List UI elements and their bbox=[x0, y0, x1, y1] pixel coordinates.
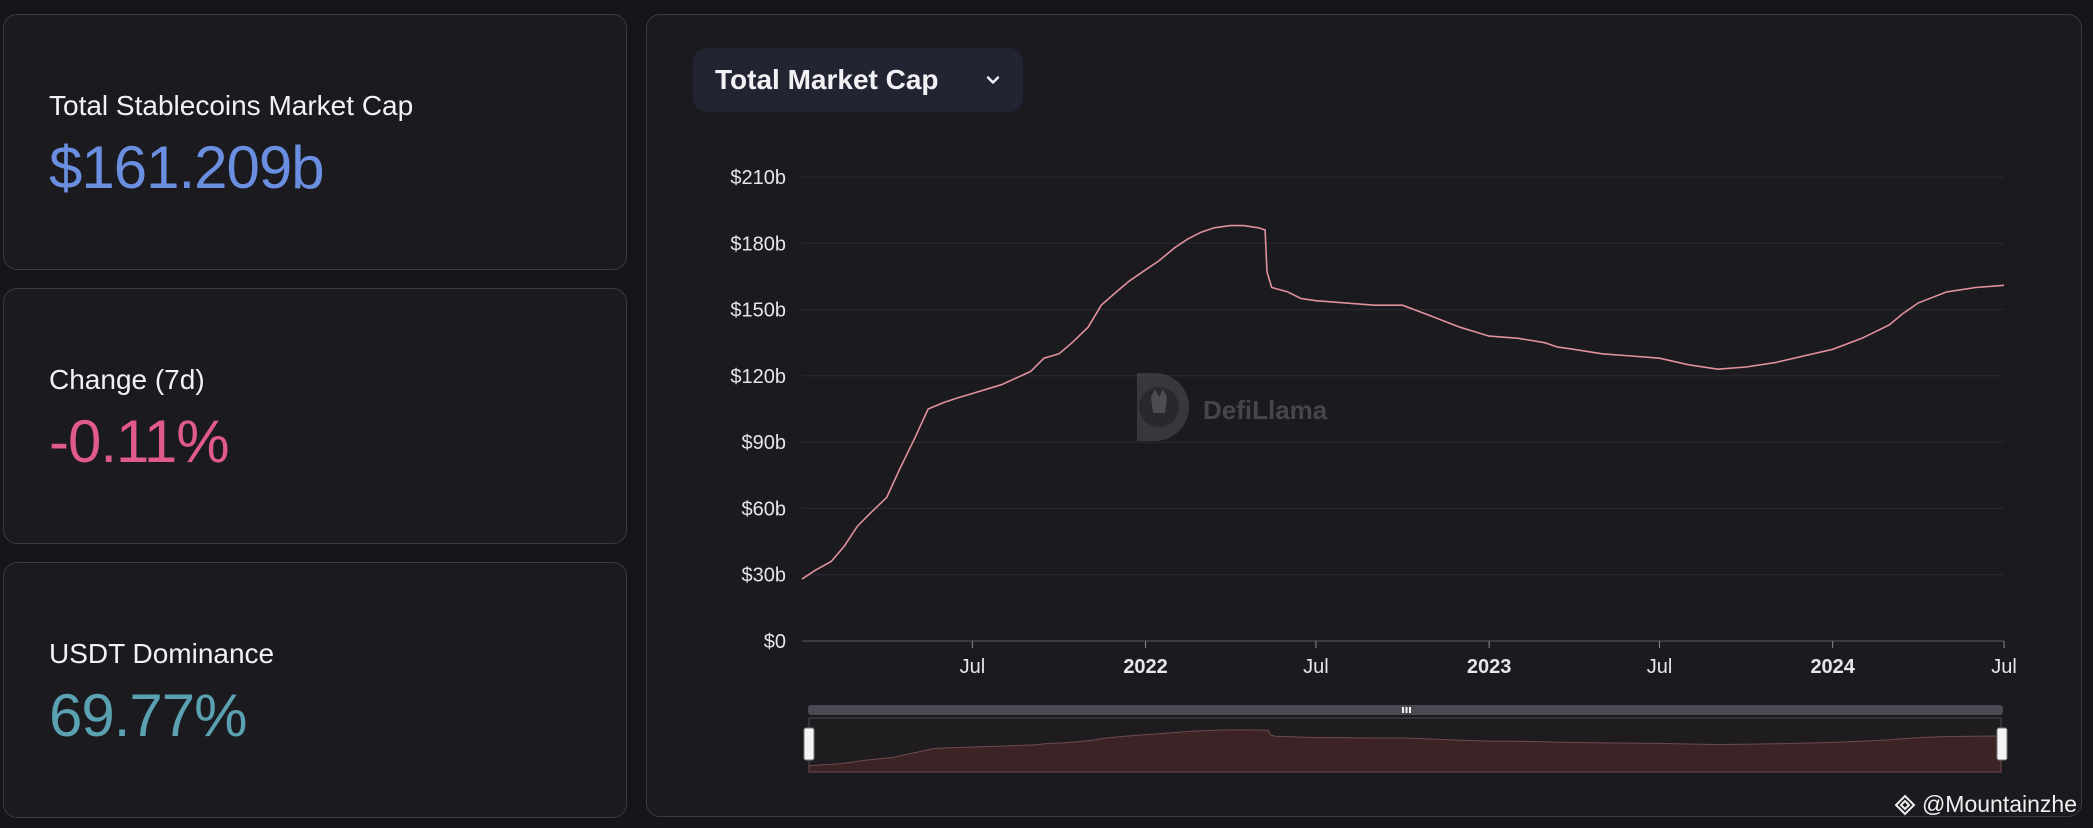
market-cap-title: Total Stablecoins Market Cap bbox=[49, 90, 414, 121]
range-handle-right[interactable] bbox=[1996, 727, 2008, 761]
chart-type-dropdown[interactable]: Total Market Cap bbox=[693, 48, 1023, 112]
defillama-logo: DefiLlama bbox=[1137, 373, 1328, 441]
author-watermark: @Mountainzhe bbox=[1894, 791, 2077, 818]
change-card: Change (7d) -0.11% bbox=[3, 288, 627, 544]
author-handle: @Mountainzhe bbox=[1921, 791, 2077, 817]
market-cap-value: $161.209b bbox=[49, 134, 325, 201]
y-tick-label: $90b bbox=[742, 432, 787, 454]
dominance-card: USDT Dominance 69.77% bbox=[3, 562, 627, 818]
market-cap-line bbox=[801, 224, 2005, 580]
range-preview-area bbox=[808, 729, 2002, 773]
x-tick-label: 2022 bbox=[1123, 656, 1168, 678]
x-tick-label: Jul bbox=[960, 656, 986, 678]
change-value: -0.11% bbox=[49, 408, 230, 475]
y-tick-label: $210b bbox=[730, 167, 786, 189]
range-grip-icon bbox=[1402, 707, 1411, 713]
dominance-title: USDT Dominance bbox=[49, 638, 275, 669]
market-cap-card: Total Stablecoins Market Cap $161.209b bbox=[3, 14, 627, 270]
dominance-value: 69.77% bbox=[49, 682, 247, 749]
range-handle-left[interactable] bbox=[803, 727, 815, 761]
y-tick-label: $150b bbox=[730, 300, 786, 322]
y-tick-label: $120b bbox=[730, 366, 786, 388]
defillama-logo-text: DefiLlama bbox=[1203, 395, 1328, 425]
market-cap-chart: $0 $30b $60b $90b $120b $150b $180b $210b Jul 20… bbox=[730, 167, 2017, 773]
binance-icon bbox=[1894, 794, 1916, 815]
range-slider[interactable] bbox=[803, 705, 2008, 773]
y-tick-label: $60b bbox=[742, 498, 787, 520]
chart-type-label: Total Market Cap bbox=[715, 64, 939, 95]
x-tick-label: Jul bbox=[1647, 656, 1673, 678]
x-tick-label: 2023 bbox=[1467, 656, 1512, 678]
x-tick-label: Jul bbox=[1303, 656, 1329, 678]
change-title: Change (7d) bbox=[49, 364, 205, 395]
y-tick-label: $180b bbox=[730, 233, 786, 255]
y-tick-label: $30b bbox=[742, 565, 787, 587]
y-tick-label: $0 bbox=[764, 631, 786, 653]
chevron-down-icon bbox=[986, 76, 1000, 84]
chart-card: Total Market Cap $0 $30b $60b $90b $120b $150… bbox=[646, 14, 2082, 817]
x-tick-label: Jul bbox=[1991, 656, 2017, 678]
x-tick-label: 2024 bbox=[1810, 656, 1855, 678]
